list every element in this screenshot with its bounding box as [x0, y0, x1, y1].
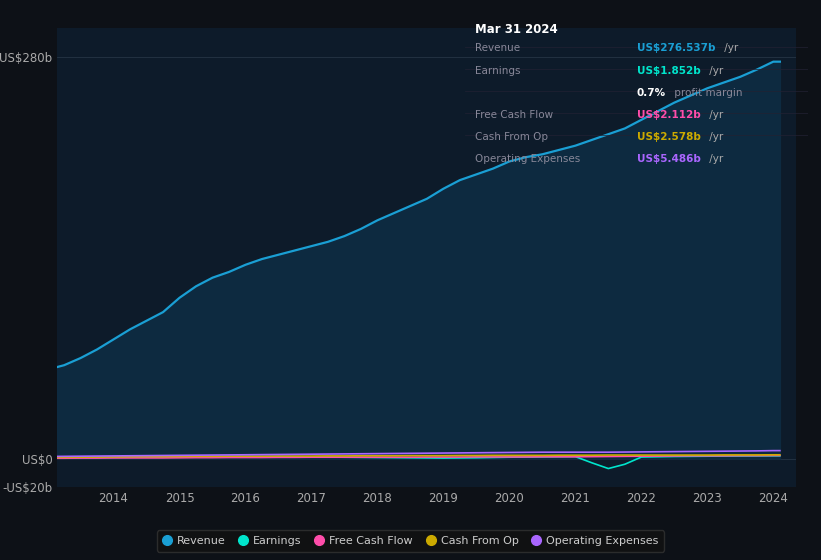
- Text: /yr: /yr: [706, 132, 723, 142]
- Text: /yr: /yr: [721, 44, 738, 53]
- Text: US$276.537b: US$276.537b: [636, 44, 715, 53]
- Text: profit margin: profit margin: [671, 88, 742, 98]
- Text: /yr: /yr: [706, 155, 723, 164]
- Text: US$5.486b: US$5.486b: [636, 155, 700, 164]
- Text: /yr: /yr: [706, 110, 723, 120]
- Text: Cash From Op: Cash From Op: [475, 132, 548, 142]
- Text: Operating Expenses: Operating Expenses: [475, 155, 580, 164]
- Text: Earnings: Earnings: [475, 66, 521, 76]
- Text: Revenue: Revenue: [475, 44, 521, 53]
- Text: /yr: /yr: [706, 66, 723, 76]
- Text: US$2.578b: US$2.578b: [636, 132, 700, 142]
- Text: 0.7%: 0.7%: [636, 88, 666, 98]
- Text: US$2.112b: US$2.112b: [636, 110, 700, 120]
- Text: US$1.852b: US$1.852b: [636, 66, 700, 76]
- Legend: Revenue, Earnings, Free Cash Flow, Cash From Op, Operating Expenses: Revenue, Earnings, Free Cash Flow, Cash …: [157, 530, 664, 552]
- Text: Mar 31 2024: Mar 31 2024: [475, 24, 558, 36]
- Text: Free Cash Flow: Free Cash Flow: [475, 110, 553, 120]
